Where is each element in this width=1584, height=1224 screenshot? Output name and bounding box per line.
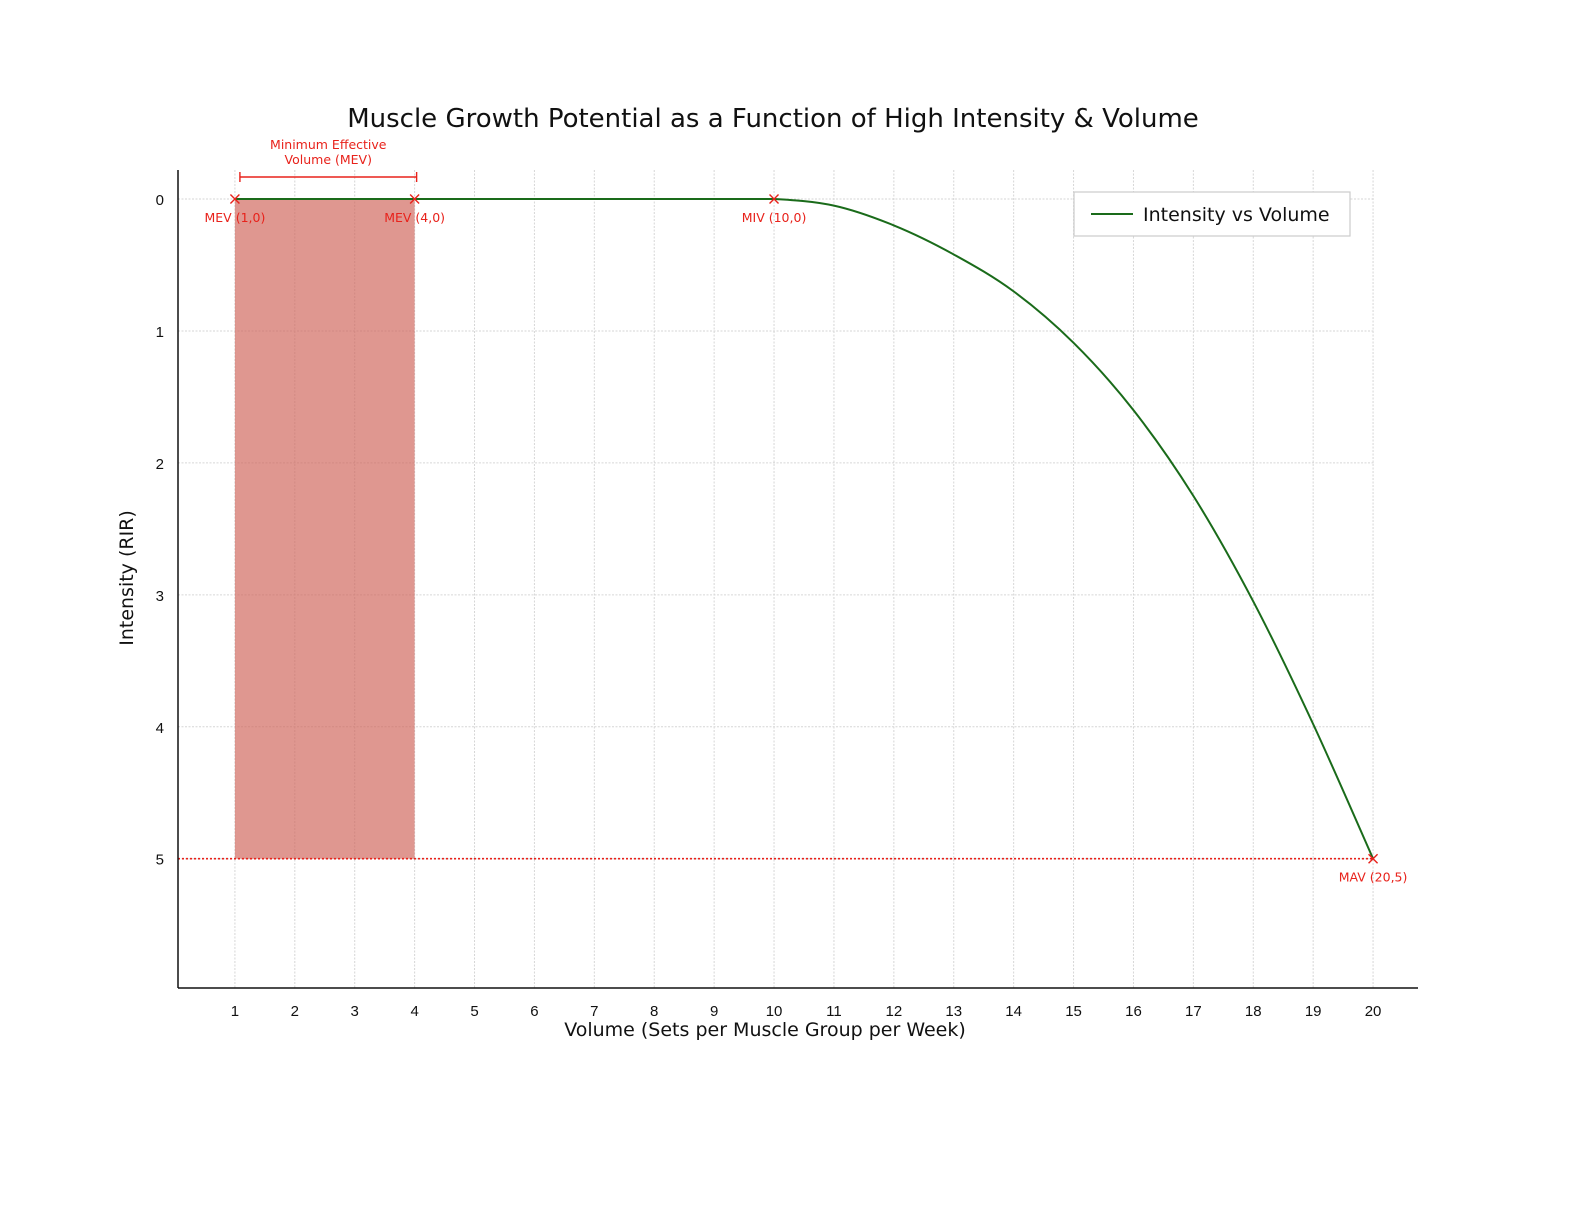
bracket-label-line1: Minimum Effective xyxy=(270,137,387,152)
y-tick-label: 2 xyxy=(156,456,164,473)
marker-point xyxy=(409,194,420,205)
x-tick-label: 19 xyxy=(1305,1003,1322,1020)
marker-x-stroke xyxy=(1368,853,1379,864)
marker-point xyxy=(229,194,240,205)
x-tick-labels: 1 2 3 4 5 6 7 8 9 10 11 12 13 14 15 16 17 18 19 20 xyxy=(231,1003,1382,1020)
marker-x-stroke xyxy=(229,194,240,205)
marker-x-stroke xyxy=(409,194,420,205)
y-tick-labels: 0 1 2 3 4 5 xyxy=(156,192,164,869)
y-tick-label: 1 xyxy=(156,324,164,341)
y-tick-label: 3 xyxy=(156,588,164,605)
marker-label: MIV (10,0) xyxy=(742,210,807,225)
mev-shaded-region xyxy=(234,199,415,859)
series-layer xyxy=(234,198,1374,860)
x-tick-label: 3 xyxy=(351,1003,359,1020)
x-tick-label: 8 xyxy=(650,1003,658,1020)
y-axis-label: Intensity (RIR) xyxy=(116,510,138,646)
x-tick-label: 16 xyxy=(1125,1003,1142,1020)
x-tick-label: 7 xyxy=(590,1003,598,1020)
marker-point xyxy=(769,194,780,205)
x-tick-label: 4 xyxy=(410,1003,418,1020)
marker-x-stroke xyxy=(769,194,780,205)
y-tick-label: 0 xyxy=(156,192,164,209)
chart-title: Muscle Growth Potential as a Function of… xyxy=(347,104,1199,134)
legend: Intensity vs Volume xyxy=(1073,191,1351,237)
x-tick-label: 1 xyxy=(231,1003,239,1020)
marker-label: MEV (4,0) xyxy=(384,210,445,225)
series-line-intensity-vs-volume xyxy=(234,198,1374,860)
x-tick-label: 17 xyxy=(1185,1003,1202,1020)
x-tick-label: 11 xyxy=(826,1003,842,1020)
marker-label: MAV (20,5) xyxy=(1339,870,1408,885)
shaded-region-layer xyxy=(234,199,415,859)
x-axis-label: Volume (Sets per Muscle Group per Week) xyxy=(564,1019,966,1041)
y-tick-label: 5 xyxy=(156,852,164,869)
marker-point xyxy=(1368,853,1379,864)
x-tick-label: 18 xyxy=(1245,1003,1262,1020)
x-tick-label: 15 xyxy=(1065,1003,1082,1020)
x-tick-label: 14 xyxy=(1005,1003,1022,1020)
x-tick-label: 13 xyxy=(945,1003,962,1020)
marker-label: MEV (1,0) xyxy=(204,210,265,225)
legend-label: Intensity vs Volume xyxy=(1143,204,1330,226)
x-tick-label: 6 xyxy=(530,1003,538,1020)
x-tick-label: 9 xyxy=(710,1003,718,1020)
bracket-label-line2: Volume (MEV) xyxy=(285,152,372,167)
y-tick-label: 4 xyxy=(156,720,164,737)
marker-layer: MEV (1,0) MEV (4,0) MIV (10,0) MAV (20,5) xyxy=(204,194,1408,885)
x-tick-label: 2 xyxy=(291,1003,299,1020)
x-tick-label: 5 xyxy=(470,1003,478,1020)
x-tick-label: 10 xyxy=(766,1003,783,1020)
x-tick-label: 20 xyxy=(1365,1003,1382,1020)
axes xyxy=(177,170,1418,989)
x-tick-label: 12 xyxy=(886,1003,903,1020)
mev-bracket: Minimum Effective Volume (MEV) xyxy=(239,137,418,182)
